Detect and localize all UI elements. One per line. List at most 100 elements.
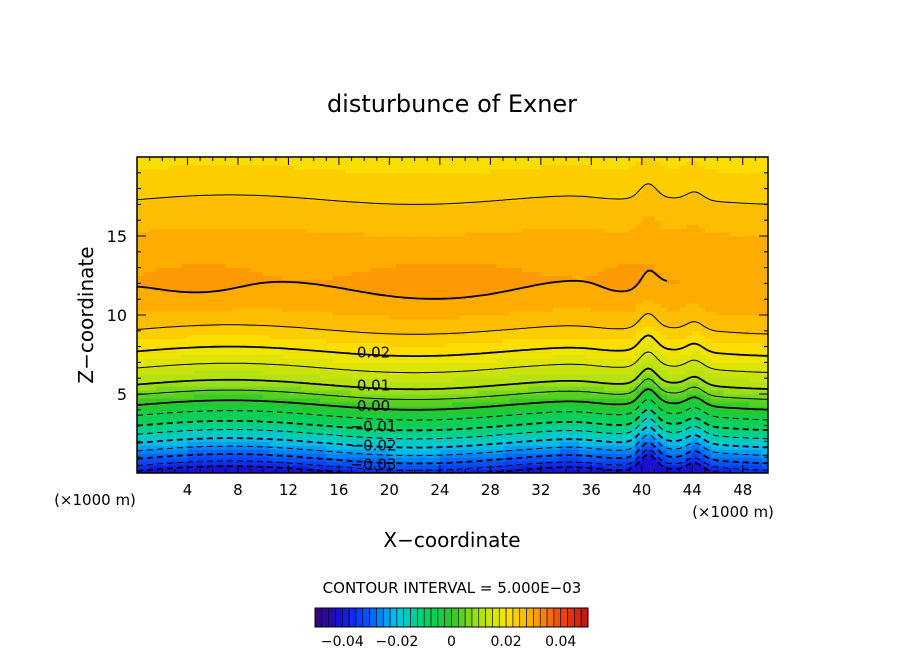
field-cell xyxy=(364,303,372,308)
field-cell xyxy=(509,196,517,202)
field-cell xyxy=(402,378,409,383)
field-cell xyxy=(515,224,523,229)
field-cell xyxy=(357,429,365,435)
field-cell xyxy=(408,188,416,194)
field-cell xyxy=(427,378,435,383)
field-cell xyxy=(446,342,454,348)
field-cell xyxy=(414,157,422,162)
field-cell xyxy=(389,259,397,265)
field-cell xyxy=(515,417,523,423)
field-cell xyxy=(477,405,485,411)
field-cell xyxy=(502,469,510,473)
field-cell xyxy=(219,370,226,375)
field-cell xyxy=(313,157,321,162)
field-cell xyxy=(364,453,372,458)
field-cell xyxy=(471,251,479,257)
field-cell xyxy=(193,421,201,427)
field-cell xyxy=(313,342,321,348)
field-cell xyxy=(376,239,384,245)
field-cell xyxy=(383,287,390,292)
field-cell xyxy=(364,232,372,237)
field-cell xyxy=(439,318,447,324)
field-cell xyxy=(143,271,151,277)
field-cell xyxy=(389,413,397,419)
field-cell xyxy=(250,216,258,221)
field-cell xyxy=(294,334,302,340)
field-cell xyxy=(345,247,353,253)
field-cell xyxy=(433,271,441,277)
field-cell xyxy=(471,176,479,182)
field-cell xyxy=(263,374,271,379)
field-cell xyxy=(402,255,409,261)
field-cell xyxy=(338,259,346,265)
field-cell xyxy=(282,307,290,312)
field-cell xyxy=(219,394,226,399)
field-cell xyxy=(187,307,195,312)
field-cell xyxy=(319,457,327,462)
field-cell xyxy=(313,315,321,320)
field-cell xyxy=(206,196,214,202)
field-cell xyxy=(174,449,182,454)
field-cell xyxy=(471,295,479,300)
field-cell xyxy=(193,409,201,415)
field-cell xyxy=(364,449,372,454)
field-cell xyxy=(155,200,163,205)
field-cell xyxy=(137,184,144,190)
field-cell xyxy=(193,413,201,419)
field-cell xyxy=(269,382,277,387)
field-cell xyxy=(471,259,479,265)
field-cell xyxy=(439,374,447,379)
field-cell xyxy=(414,390,422,395)
field-cell xyxy=(212,232,220,237)
field-cell xyxy=(149,417,157,423)
field-cell xyxy=(181,243,189,249)
field-cell xyxy=(357,397,365,403)
field-cell xyxy=(174,330,182,336)
field-cell xyxy=(370,322,378,328)
field-cell xyxy=(408,157,416,162)
field-cell xyxy=(471,239,479,245)
field-cell xyxy=(509,311,517,316)
field-cell xyxy=(162,366,170,371)
field-cell xyxy=(433,303,441,308)
field-cell xyxy=(465,192,473,198)
field-cell xyxy=(370,172,378,178)
field-cell xyxy=(187,322,195,328)
field-cell xyxy=(395,236,403,241)
field-cell xyxy=(200,184,208,190)
field-cell xyxy=(402,291,409,296)
field-cell xyxy=(294,315,302,320)
field-cell xyxy=(200,366,208,371)
field-cell xyxy=(420,303,428,308)
field-cell xyxy=(200,469,208,473)
field-cell xyxy=(282,457,290,462)
field-cell xyxy=(263,318,271,324)
field-cell xyxy=(187,311,195,316)
field-cell xyxy=(294,330,302,336)
field-cell xyxy=(420,421,428,427)
field-cell xyxy=(471,208,479,213)
field-cell xyxy=(225,409,233,415)
field-cell xyxy=(490,449,498,454)
field-cell xyxy=(509,251,517,257)
field-cell xyxy=(155,307,163,312)
field-cell xyxy=(383,216,390,221)
field-cell xyxy=(168,394,176,399)
field-cell xyxy=(383,449,390,454)
field-cell xyxy=(282,216,290,221)
field-cell xyxy=(420,461,428,466)
field-cell xyxy=(452,164,460,170)
field-cell xyxy=(263,429,271,435)
field-cell xyxy=(162,397,170,403)
field-cell xyxy=(187,397,195,403)
field-cell xyxy=(162,311,170,316)
field-cell xyxy=(263,382,271,387)
field-cell xyxy=(345,157,353,162)
field-cell xyxy=(225,236,233,241)
field-cell xyxy=(528,350,536,356)
field-cell xyxy=(168,164,176,170)
field-cell xyxy=(345,180,353,186)
field-cell xyxy=(294,465,302,470)
field-cell xyxy=(319,255,327,261)
field-cell xyxy=(162,362,170,367)
